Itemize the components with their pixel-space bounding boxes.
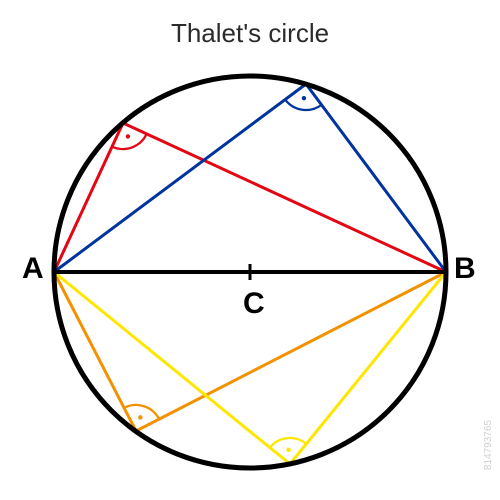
watermark-text: 814793765 <box>483 420 494 470</box>
thales-circle-svg <box>0 0 500 500</box>
diagram-container: Thalet's circle A B C 814793765 <box>0 0 500 500</box>
point-label-a: A <box>22 252 44 286</box>
point-label-b: B <box>454 252 476 286</box>
point-label-c: C <box>243 287 265 321</box>
